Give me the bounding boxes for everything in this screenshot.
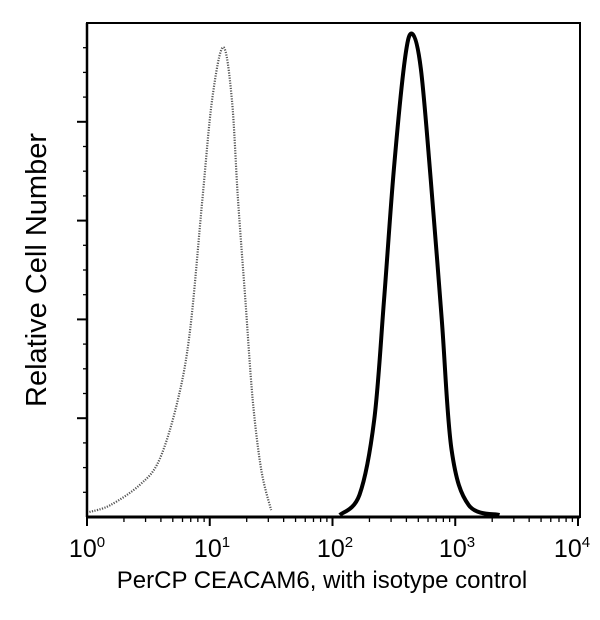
ceacam6-stained-curve	[338, 31, 501, 517]
x-axis-title: PerCP CEACAM6, with isotype control	[117, 567, 527, 594]
x-tick-label-4: 104	[554, 534, 590, 563]
x-tick-label-2: 102	[317, 534, 353, 563]
x-tick-labels: 100 101 102 103 104	[69, 534, 590, 563]
isotype-control-curve	[89, 46, 273, 514]
histogram-series	[89, 31, 501, 517]
plot-frame	[86, 22, 581, 518]
x-tick-label-0: 100	[69, 534, 105, 563]
x-tick-label-1: 101	[194, 534, 230, 563]
y-axis-title: Relative Cell Number	[21, 133, 53, 407]
x-tick-label-3: 103	[439, 534, 475, 563]
y-axis-ticks	[77, 47, 87, 493]
x-axis-ticks	[86, 517, 579, 526]
